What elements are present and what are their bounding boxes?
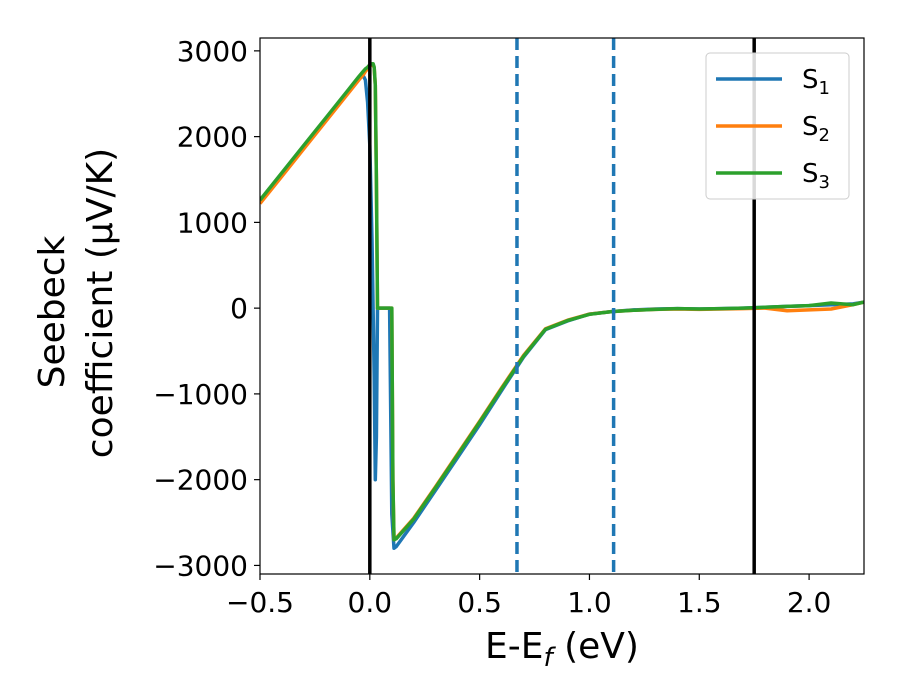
legend-label-subscript: 3 bbox=[819, 172, 830, 193]
legend-label-base: S bbox=[802, 65, 819, 95]
x-axis-label: E-Ef (eV) bbox=[485, 626, 639, 673]
legend-label-s2: S2 bbox=[802, 112, 830, 146]
x-tick-label: 0.0 bbox=[348, 586, 393, 619]
legend-label-base: S bbox=[802, 112, 819, 142]
x-tick-label: 1.0 bbox=[567, 586, 612, 619]
legend-label-s1: S1 bbox=[802, 65, 830, 99]
y-tick-label: 0 bbox=[230, 292, 248, 325]
y-axis-label: Seebeck coefficient (μV/K) bbox=[32, 148, 121, 458]
x-tick-label: 1.5 bbox=[677, 586, 722, 619]
y-tick-label: −1000 bbox=[153, 378, 248, 411]
x-axis-label-main: E-E bbox=[485, 626, 543, 667]
y-axis-label-line-1: Seebeck bbox=[32, 235, 73, 388]
plot-frame bbox=[259, 37, 865, 575]
legend-label-subscript: 2 bbox=[819, 125, 830, 146]
y-tick-label: 2000 bbox=[177, 121, 248, 154]
y-tick-label: −2000 bbox=[153, 464, 248, 497]
x-axis: −0.5 0.0 0.5 1.0 1.5 2.0 bbox=[226, 574, 831, 619]
legend-label-subscript: 1 bbox=[819, 78, 830, 99]
legend-label-s3: S3 bbox=[802, 159, 830, 193]
y-axis-label-line-2: coefficient (μV/K) bbox=[80, 148, 121, 458]
y-axis: −3000 −2000 −1000 0 1000 2000 3000 bbox=[153, 35, 260, 582]
x-tick-label: 0.5 bbox=[457, 586, 502, 619]
x-axis-label-unit: (eV) bbox=[553, 626, 639, 667]
y-tick-label: −3000 bbox=[153, 549, 248, 582]
x-tick-label: 2.0 bbox=[787, 586, 832, 619]
legend-label-base: S bbox=[802, 159, 819, 189]
y-tick-label: 1000 bbox=[177, 206, 248, 239]
x-tick-label: −0.5 bbox=[226, 586, 294, 619]
series-line-s3 bbox=[260, 61, 864, 542]
y-tick-label: 3000 bbox=[177, 35, 248, 68]
